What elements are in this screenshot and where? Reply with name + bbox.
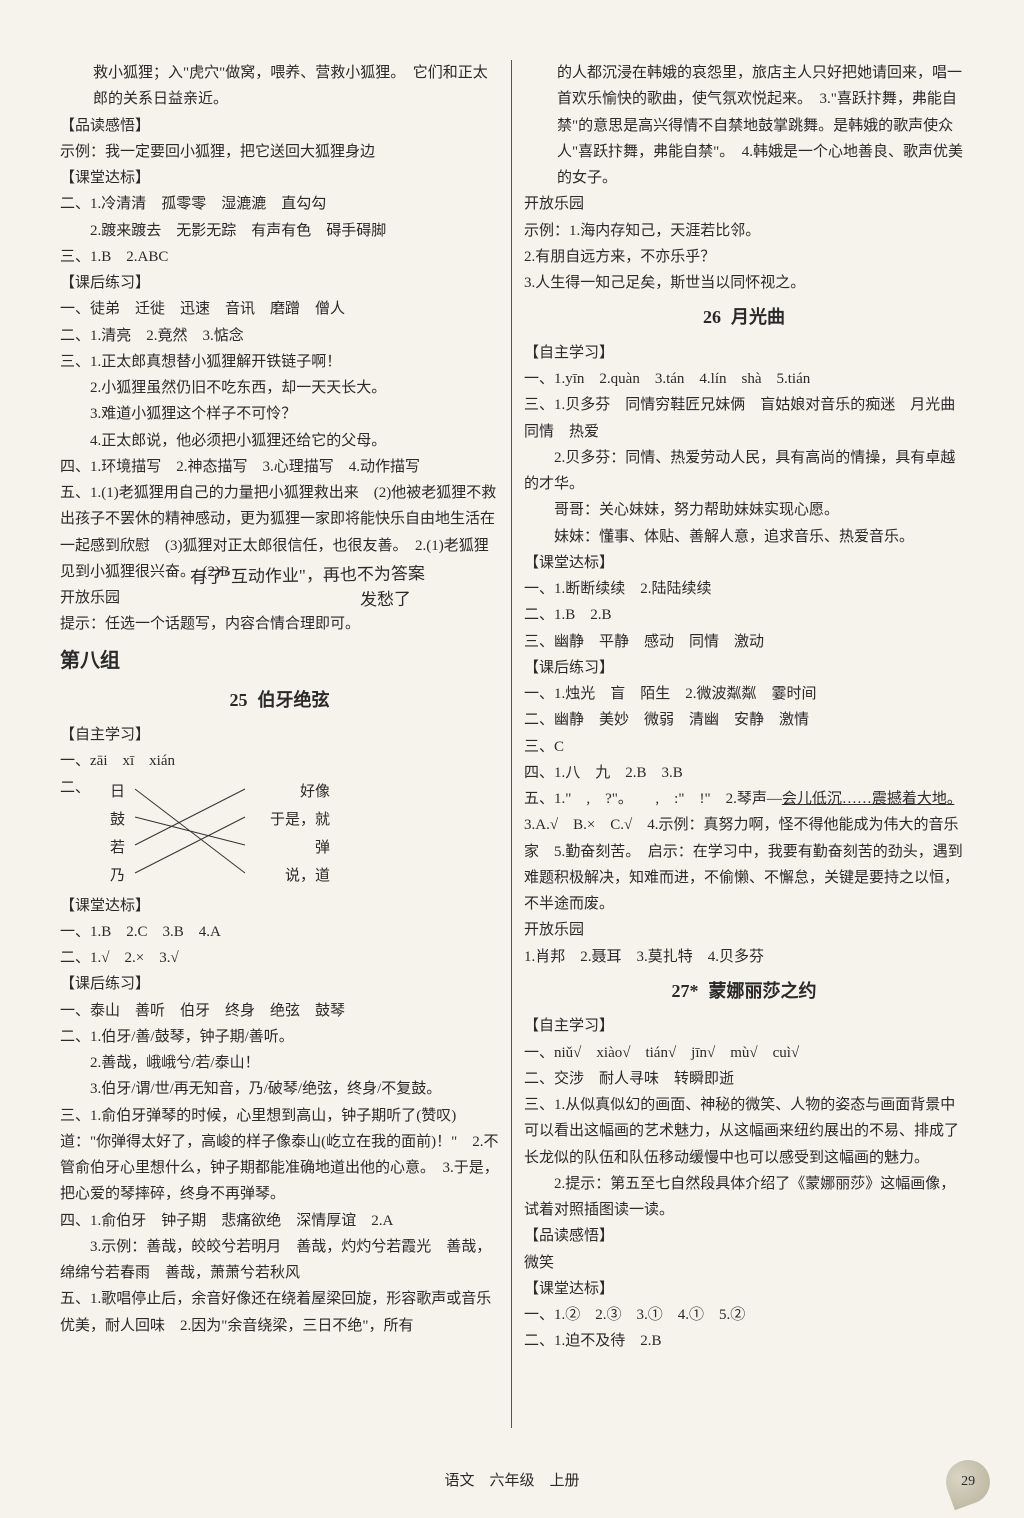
answer-line: 二、1.清亮 2.竟然 3.惦念 <box>60 323 499 349</box>
answer-line: 2.善哉，峨峨兮/若/泰山！ <box>60 1050 499 1076</box>
answer-line: 一、niǔ√ xiào√ tián√ jīn√ mù√ cuì√ <box>524 1040 964 1066</box>
answer-line: 示例：我一定要回小狐狸，把它送回大狐狸身边 <box>60 139 499 165</box>
answer-line: 一、1.yīn 2.quàn 3.tán 4.lín shà 5.tián <box>524 366 964 392</box>
answer-line: 3.难道小狐狸这个样子不可怜？ <box>60 401 499 427</box>
answer-line: 四、1.环境描写 2.神态描写 3.心理描写 4.动作描写 <box>60 454 499 480</box>
answer-line: 二、1.B 2.B <box>524 602 964 628</box>
matching-diagram: 日 好像 鼓 于是，就 若 弹 乃 说，道 <box>110 779 330 889</box>
answer-line: 一、1.② 2.③ 3.① 4.① 5.② <box>524 1302 964 1328</box>
page-footer: 语文 六年级 上册 <box>0 1468 1024 1494</box>
answer-line: 三、1.贝多芬 同情穷鞋匠兄妹俩 盲姑娘对音乐的痴迷 月光曲 同情 热爱 <box>524 392 964 445</box>
answer-line: 三、C <box>524 734 964 760</box>
answer-line: 四、1.八 九 2.B 3.B <box>524 760 964 786</box>
answer-line: 1.肖邦 2.聂耳 3.莫扎特 4.贝多芬 <box>524 944 964 970</box>
lesson-title-27: 27* 蒙娜丽莎之约 <box>524 976 964 1008</box>
item-prefix: 二、 <box>60 775 90 893</box>
section-head-ketang: 【课堂达标】 <box>524 1276 964 1302</box>
section-head-ketang: 【课堂达标】 <box>60 165 499 191</box>
answer-line: 2.贝多芬：同情、热爱劳动人民，具有高尚的情操，具有卓越的才华。 <box>524 445 964 498</box>
lesson-title-25: 25 伯牙绝弦 <box>60 685 499 717</box>
lesson-name: 伯牙绝弦 <box>258 690 330 710</box>
answer-line: 二、交涉 耐人寻味 转瞬即逝 <box>524 1066 964 1092</box>
section-head-kehou: 【课后练习】 <box>524 655 964 681</box>
answer-line: 3.示例：善哉，皎皎兮若明月 善哉，灼灼兮若霞光 善哉，绵绵兮若春雨 善哉，萧萧… <box>60 1234 499 1287</box>
answer-line: 一、1.B 2.C 3.B 4.A <box>60 919 499 945</box>
answer-line: 示例：1.海内存知己，天涯若比邻。 <box>524 218 964 244</box>
answer-line: 一、1.烛光 盲 陌生 2.微波粼粼 霎时间 <box>524 681 964 707</box>
answer-line: 二、1.√ 2.× 3.√ <box>60 945 499 971</box>
answer-line: 2.小狐狸虽然仍旧不吃东西，却一天天长大。 <box>60 375 499 401</box>
section-head-pindu: 【品读感悟】 <box>60 113 499 139</box>
matching-lines-icon <box>110 779 330 889</box>
answer-line: 2.提示：第五至七自然段具体介绍了《蒙娜丽莎》这幅画像，试着对照插图读一读。 <box>524 1171 964 1224</box>
section-head-kaifang: 开放乐园 <box>524 917 964 943</box>
answer-line: 一、zāi xī xián <box>60 748 499 774</box>
answer-line: 三、1.俞伯牙弹琴的时候，心里想到高山，钟子期听了(赞叹)道："你弹得太好了，高… <box>60 1103 499 1208</box>
section-head-ketang: 【课堂达标】 <box>524 550 964 576</box>
page-columns: 救小狐狸；入"虎穴"做窝，喂养、营救小狐狸。 它们和正太郎的关系日益亲近。 【品… <box>48 60 976 1428</box>
answer-line: 3.伯牙/谓/世/再无知音，乃/破琴/绝弦，终身/不复鼓。 <box>60 1076 499 1102</box>
section-head-zizhu: 【自主学习】 <box>524 1013 964 1039</box>
answer-line: 二、1.迫不及待 2.B <box>524 1328 964 1354</box>
answer-line: 3.人生得一知己足矣，斯世当以同怀视之。 <box>524 270 964 296</box>
answer-line: 四、1.俞伯牙 钟子期 悲痛欲绝 深情厚谊 2.A <box>60 1208 499 1234</box>
group-title: 第八组 <box>60 644 499 679</box>
answer-line: 五、1.歌唱停止后，余音好像还在绕着屋梁回旋，形容歌声或音乐优美，耐人回味 2.… <box>60 1286 499 1339</box>
answer-line: 哥哥：关心妹妹，努力帮助妹妹实现心愿。 <box>524 497 964 523</box>
section-head-kehou: 【课后练习】 <box>60 270 499 296</box>
section-head-ketang: 【课堂达标】 <box>60 893 499 919</box>
lesson-name: 蒙娜丽莎之约 <box>709 981 817 1001</box>
lesson-title-26: 26 月光曲 <box>524 302 964 334</box>
lesson-number: 26 <box>703 307 721 327</box>
section-head-kaifang: 开放乐园 <box>524 191 964 217</box>
lesson-name: 月光曲 <box>731 307 785 327</box>
handwritten-note: 发愁了 <box>360 585 412 616</box>
lesson-number: 27* <box>672 981 699 1001</box>
left-column: 救小狐狸；入"虎穴"做窝，喂养、营救小狐狸。 它们和正太郎的关系日益亲近。 【品… <box>48 60 512 1428</box>
underlined-text: 会儿低沉……震撼着大地。 <box>782 791 955 807</box>
answer-line: 4.正太郎说，他必须把小狐狸还给它的父母。 <box>60 428 499 454</box>
lesson-number: 25 <box>230 690 248 710</box>
answer-line: 2.有朋自远方来，不亦乐乎？ <box>524 244 964 270</box>
page-number: 29 <box>961 1470 975 1495</box>
answer-line: 妹妹：懂事、体贴、善解人意，追求音乐、热爱音乐。 <box>524 524 964 550</box>
page-number-badge: 29 <box>946 1460 990 1504</box>
answer-line: 三、幽静 平静 感动 同情 激动 <box>524 629 964 655</box>
answer-line: 五、1." , ?"。 , :" !" 2.琴声—会儿低沉……震撼着大地。 3.… <box>524 786 964 917</box>
answer-line: 二、幽静 美妙 微弱 清幽 安静 激情 <box>524 707 964 733</box>
section-head-zizhu: 【自主学习】 <box>60 722 499 748</box>
answer-line: 提示：任选一个话题写，内容合情合理即可。 <box>60 611 499 637</box>
answer-line: 二、1.冷清清 孤零零 湿漉漉 直勾勾 <box>60 191 499 217</box>
answer-line: 三、1.正太郎真想替小狐狸解开铁链子啊！ <box>60 349 499 375</box>
section-head-pindu: 【品读感悟】 <box>524 1223 964 1249</box>
answer-line: 三、1.从似真似幻的画面、神秘的微笑、人物的姿态与画面背景中可以看出这幅画的艺术… <box>524 1092 964 1171</box>
answer-line: 一、1.断断续续 2.陆陆续续 <box>524 576 964 602</box>
answer-line: 一、泰山 善听 伯牙 终身 绝弦 鼓琴 <box>60 998 499 1024</box>
answer-line: 一、徒弟 迁徙 迅速 音讯 磨蹭 僧人 <box>60 296 499 322</box>
paragraph: 救小狐狸；入"虎穴"做窝，喂养、营救小狐狸。 它们和正太郎的关系日益亲近。 <box>60 60 499 113</box>
right-column: 的人都沉浸在韩娥的哀怨里，旅店主人只好把她请回来，唱一首欢乐愉快的歌曲，使气氛欢… <box>512 60 976 1428</box>
paragraph: 的人都沉浸在韩娥的哀怨里，旅店主人只好把她请回来，唱一首欢乐愉快的歌曲，使气氛欢… <box>524 60 964 191</box>
answer-line: 微笑 <box>524 1250 964 1276</box>
answer-line: 三、1.B 2.ABC <box>60 244 499 270</box>
answer-line: 2.踱来踱去 无影无踪 有声有色 碍手碍脚 <box>60 218 499 244</box>
seed-icon: 29 <box>940 1454 996 1510</box>
section-head-kehou: 【课后练习】 <box>60 971 499 997</box>
answer-line: 二、1.伯牙/善/鼓琴，钟子期/善听。 <box>60 1024 499 1050</box>
section-head-zizhu: 【自主学习】 <box>524 340 964 366</box>
